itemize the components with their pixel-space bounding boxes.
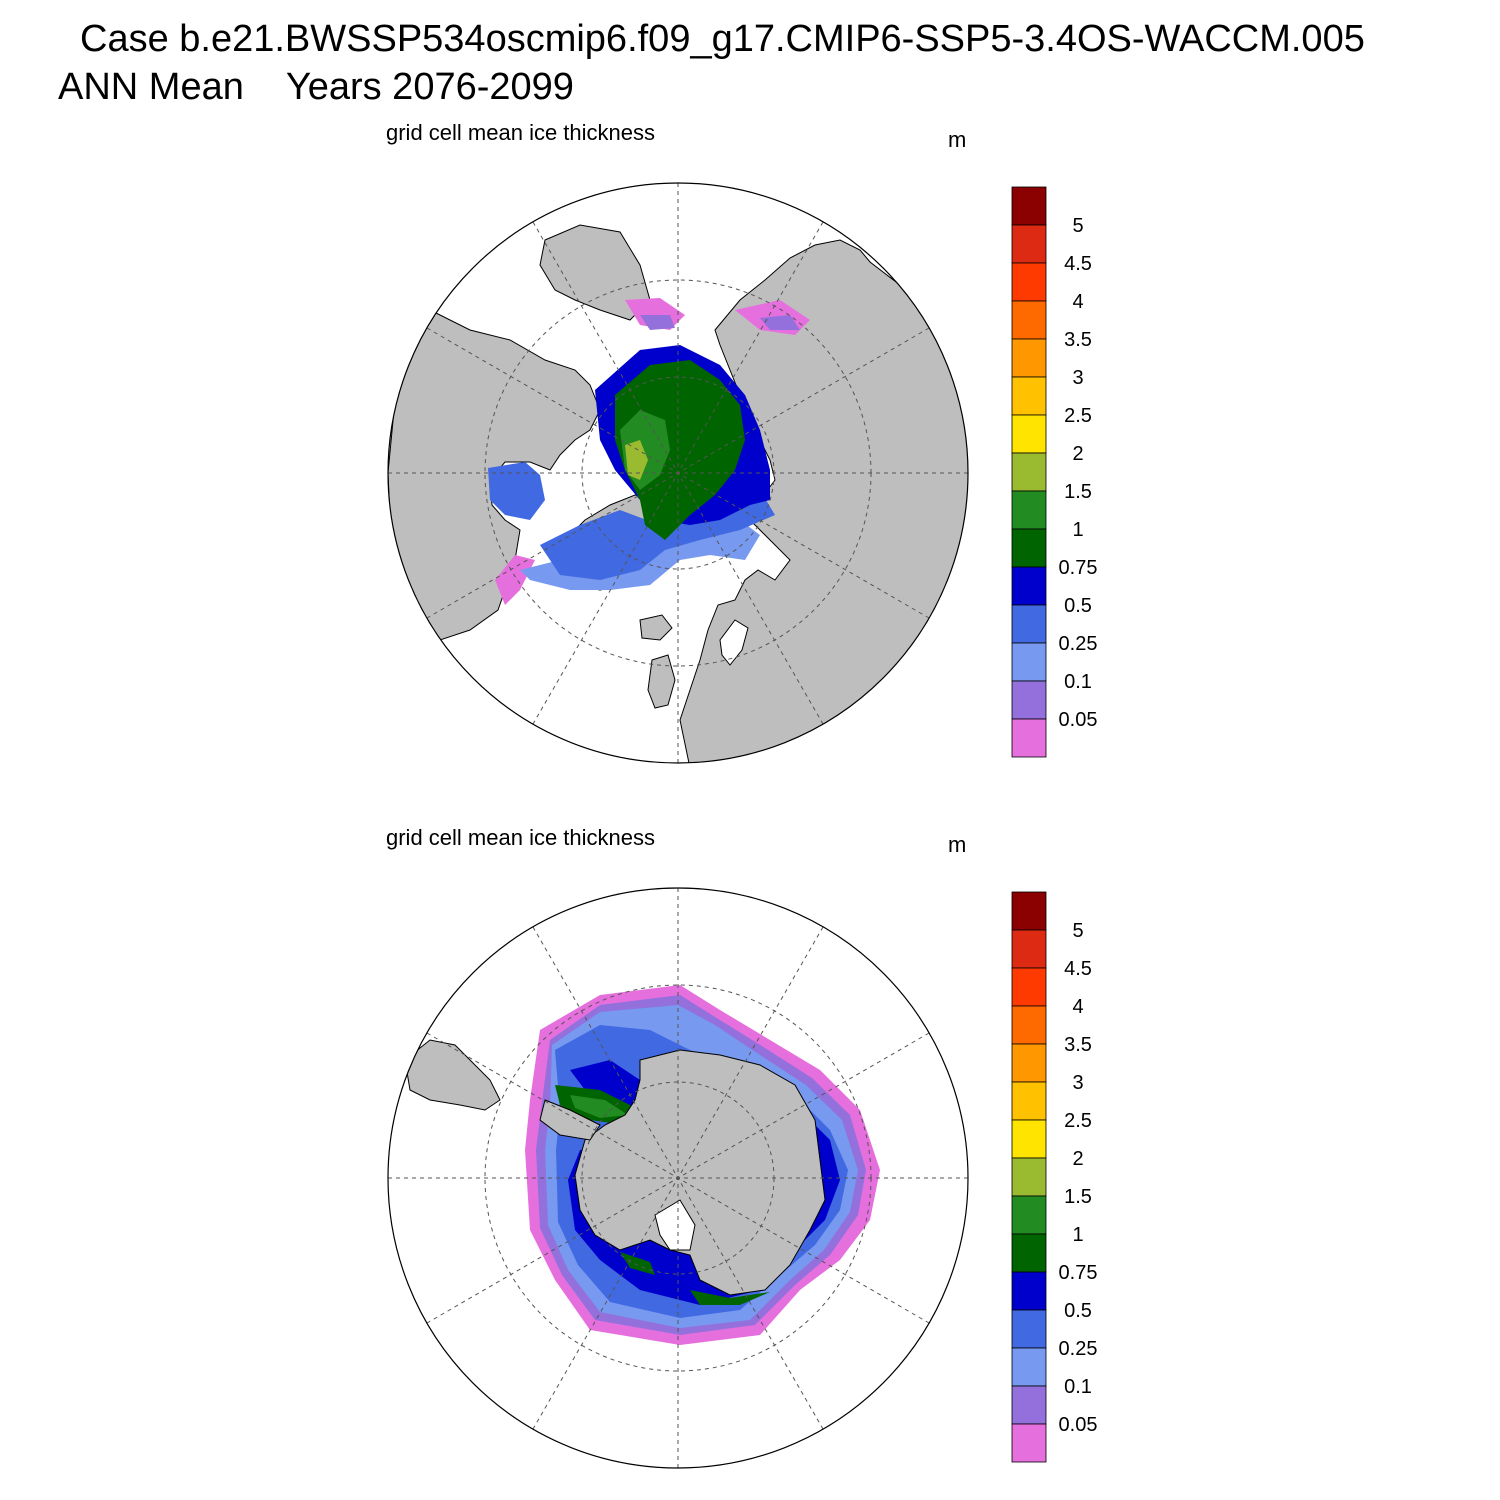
nh-colorbar-box [1011,376,1047,416]
nh-ice-margin-pink [495,555,535,605]
nh-units-label: m [948,127,967,152]
sh-colorbar-box [1011,1271,1047,1311]
nh-colorbar-box [1011,528,1047,568]
sh-colorbar-label: 2.5 [1064,1110,1092,1132]
nh-ice-purple-bering [640,315,800,330]
sh-colorbar-label: 4.5 [1064,958,1092,980]
sh-land-antarctic-peninsula [539,1099,601,1141]
nh-land-uk [647,654,676,709]
sh-colorbar-box [1011,929,1047,969]
nh-colorbar-label: 0.5 [1064,595,1092,617]
nh-colorbar-box [1011,414,1047,454]
nh-colorbar-box [1011,186,1047,226]
nh-colorbar-box [1011,224,1047,264]
nh-colorbar-label: 0.75 [1059,557,1098,579]
sh-colorbar-box [1011,1309,1047,1349]
sh-panel-title: grid cell mean ice thickness [386,825,656,850]
nh-colorbar-box [1011,718,1047,758]
nh-colorbar: 5 4.5 4 3.5 3 2.5 2 1.5 1 0.75 0.5 0.25 0.1 0.05 [1011,186,1098,758]
sh-colorbar-box [1011,1005,1047,1045]
sh-units-label: m [948,832,967,857]
sh-colorbar-box [1011,1119,1047,1159]
sh-colorbar-box [1011,1043,1047,1083]
nh-colorbar-box [1011,338,1047,378]
sh-colorbar-box [1011,1347,1047,1387]
nh-colorbar-label: 2 [1072,443,1083,465]
nh-ice-025-hudson [488,462,545,520]
sh-colorbar-label: 5 [1072,920,1083,942]
sh-colorbar-label: 0.25 [1059,1338,1098,1360]
sh-colorbar-box [1011,1157,1047,1197]
sh-map-border [387,887,969,1469]
case-title: Case b.e21.BWSSP534oscmip6.f09_g17.CMIP6… [80,18,1365,60]
nh-colorbar-box [1011,566,1047,606]
nh-colorbar-box [1011,680,1047,720]
sh-colorbar-box [1011,1385,1047,1425]
years-label: Years 2076-2099 [285,66,574,108]
nh-colorbar-label: 4.5 [1064,253,1092,275]
nh-ice-15-core [625,440,648,480]
nh-land-alaska [539,224,651,321]
nh-graticule [388,183,968,763]
nh-colorbar-label: 4 [1072,291,1083,313]
season-title: ANN Mean Years 2076-2099 [58,66,574,109]
sh-land-south-america [404,1039,501,1111]
sh-colorbar: 5 4.5 4 3.5 3 2.5 2 1.5 1 0.75 0.5 0.25 0.1 0.05 [1011,891,1098,1463]
nh-colorbar-box [1011,300,1047,340]
sh-colorbar-box [1011,1081,1047,1121]
sh-colorbar-label: 0.05 [1059,1414,1098,1436]
nh-colorbar-label: 2.5 [1064,405,1092,427]
sh-colorbar-label: 4 [1072,996,1083,1018]
season-label: ANN Mean [58,66,244,108]
sh-colorbar-box [1011,967,1047,1007]
nh-colorbar-box [1011,490,1047,530]
nh-colorbar-label: 0.05 [1059,709,1098,731]
sh-land-antarctica [574,1049,826,1296]
nh-colorbar-label: 3.5 [1064,329,1092,351]
sh-colorbar-box [1011,891,1047,931]
sh-ice-075-ross [620,1252,770,1305]
nh-colorbar-label: 3 [1072,367,1083,389]
nh-colorbar-label: 0.1 [1064,671,1092,693]
sh-polar-map [387,887,969,1469]
sh-ross-ice-shelf [654,1199,696,1251]
sh-colorbar-label: 0.75 [1059,1262,1098,1284]
sh-colorbar-label: 0.1 [1064,1376,1092,1398]
nh-map-border [387,182,969,764]
sh-ice-1-weddell [570,1095,628,1118]
nh-colorbar-box [1011,452,1047,492]
nh-polar-map [387,182,969,764]
sh-colorbar-box [1011,1233,1047,1273]
sh-colorbar-label: 3.5 [1064,1034,1092,1056]
nh-panel-title: grid cell mean ice thickness [386,120,656,145]
nh-ice-075-core [615,360,745,540]
sh-graticule [388,888,968,1468]
nh-baltic-sea [719,619,749,666]
nh-colorbar-label: 1 [1072,519,1083,541]
nh-colorbar-label: 0.25 [1059,633,1098,655]
sh-colorbar-label: 1 [1072,1224,1083,1246]
sh-colorbar-label: 1.5 [1064,1186,1092,1208]
nh-colorbar-box [1011,604,1047,644]
sh-colorbar-box [1011,1195,1047,1235]
sh-colorbar-label: 3 [1072,1072,1083,1094]
nh-colorbar-label: 5 [1072,215,1083,237]
nh-colorbar-label: 1.5 [1064,481,1092,503]
nh-sea-ice [488,298,810,605]
sh-colorbar-label: 0.5 [1064,1300,1092,1322]
sh-colorbar-box [1011,1423,1047,1463]
nh-colorbar-box [1011,642,1047,682]
nh-land-iceland [639,614,673,641]
nh-colorbar-box [1011,262,1047,302]
sh-colorbar-label: 2 [1072,1148,1083,1170]
